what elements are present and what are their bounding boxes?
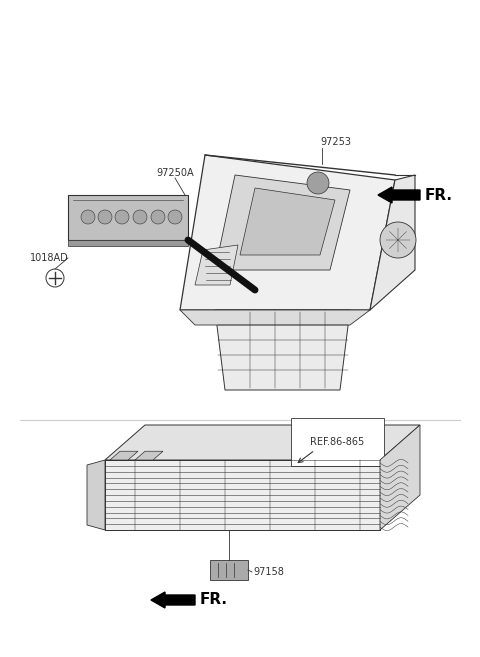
FancyArrow shape (151, 592, 195, 608)
Polygon shape (68, 240, 188, 246)
Polygon shape (68, 195, 188, 240)
Polygon shape (87, 460, 105, 530)
Polygon shape (195, 245, 238, 285)
Circle shape (380, 222, 416, 258)
Text: REF.86-865: REF.86-865 (310, 437, 364, 447)
Polygon shape (370, 175, 415, 310)
Circle shape (81, 210, 95, 224)
Circle shape (168, 210, 182, 224)
Text: 1018AD: 1018AD (30, 253, 69, 263)
Circle shape (307, 172, 329, 194)
Circle shape (151, 210, 165, 224)
Polygon shape (105, 425, 420, 460)
Text: 97253: 97253 (320, 137, 351, 147)
Polygon shape (380, 425, 420, 530)
Text: FR.: FR. (200, 593, 228, 608)
Polygon shape (105, 460, 380, 530)
Text: 97250A: 97250A (156, 168, 194, 178)
Polygon shape (240, 188, 335, 255)
FancyBboxPatch shape (312, 175, 324, 189)
FancyArrow shape (378, 187, 420, 203)
Polygon shape (215, 175, 350, 270)
Text: 97158: 97158 (253, 567, 284, 577)
Circle shape (98, 210, 112, 224)
Circle shape (133, 210, 147, 224)
Polygon shape (215, 310, 350, 390)
Polygon shape (110, 451, 138, 460)
FancyBboxPatch shape (210, 560, 248, 580)
Polygon shape (180, 155, 395, 310)
Polygon shape (180, 310, 370, 325)
Polygon shape (135, 451, 163, 460)
Circle shape (115, 210, 129, 224)
Text: FR.: FR. (425, 187, 453, 202)
